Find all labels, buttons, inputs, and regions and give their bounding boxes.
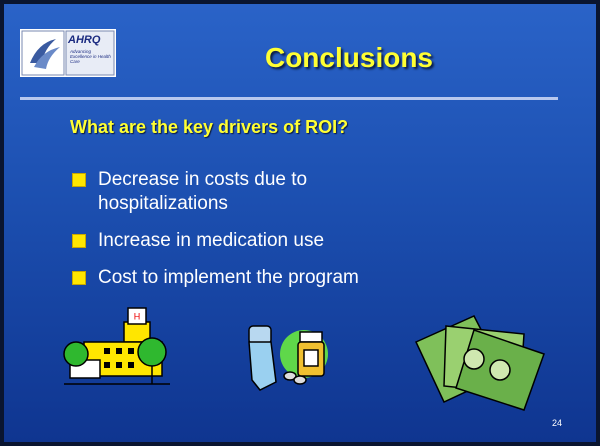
page-number: 24 bbox=[552, 418, 562, 428]
svg-text:H: H bbox=[134, 311, 141, 321]
slide: AHRQ Advancing Excellence in Health Care… bbox=[0, 0, 600, 446]
clip-art: H bbox=[4, 4, 596, 442]
money-icon bbox=[416, 316, 544, 410]
hospital-icon: H bbox=[64, 308, 170, 384]
medication-icon bbox=[249, 326, 328, 390]
